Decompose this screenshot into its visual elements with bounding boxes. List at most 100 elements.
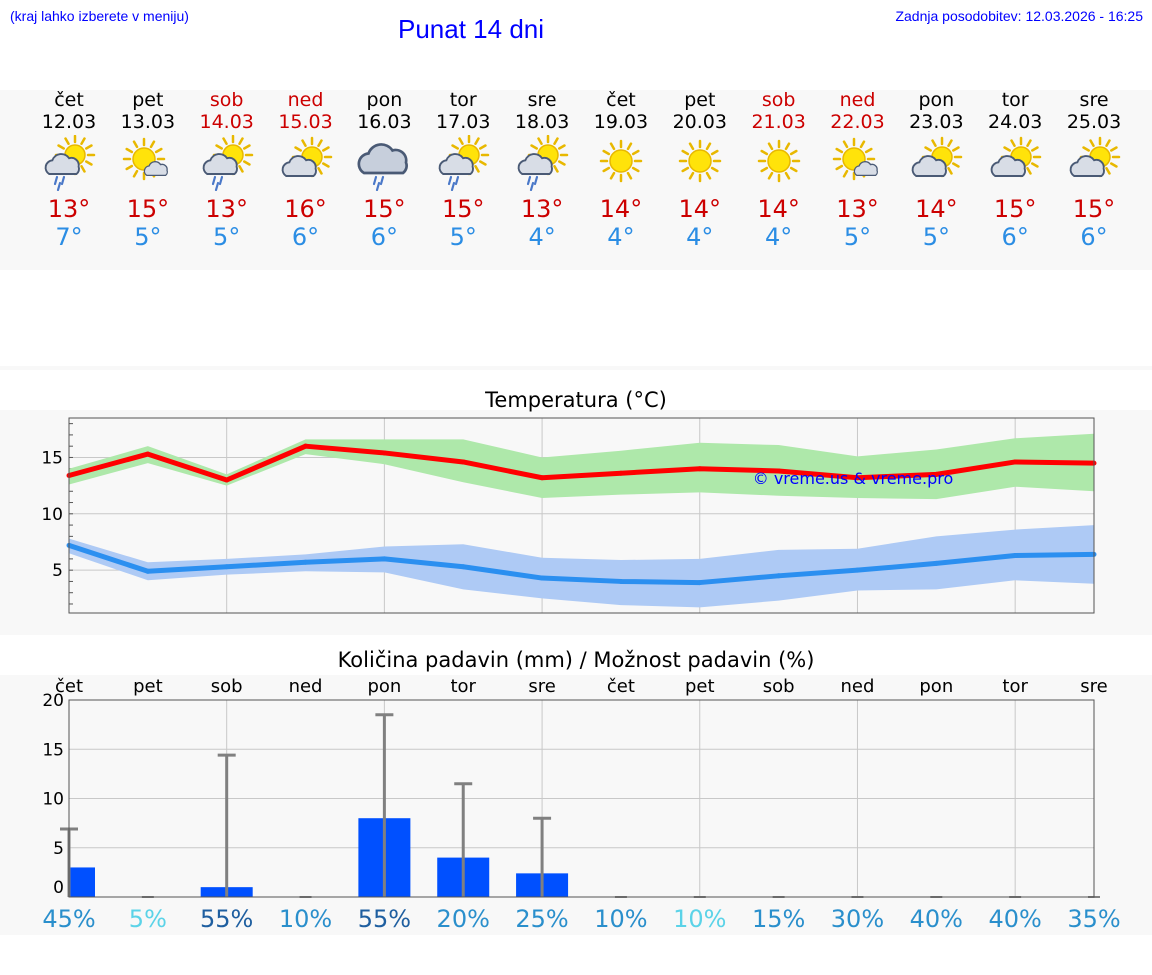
max-temperature-point [618, 470, 624, 476]
precipitation-probability: 35% [1067, 905, 1120, 933]
partly-cloudy-icon [281, 136, 332, 178]
max-temperature: 15° [126, 195, 170, 223]
forecast-strip [0, 90, 1152, 270]
day-forecast: sre 18.03 13° 4° [502, 89, 582, 251]
day-date: 18.03 [514, 111, 570, 133]
precipitation-probability: 25% [515, 905, 568, 933]
min-temperature-point [1012, 553, 1018, 559]
min-temperature: 4° [607, 223, 635, 251]
category-label: pet [133, 676, 163, 697]
partly-cloudy-rain-icon [438, 135, 490, 191]
max-temperature-line [68, 443, 1095, 483]
max-temperature-point [933, 471, 939, 477]
min-temperature: 4° [765, 223, 793, 251]
plot-frame [68, 699, 1095, 898]
y-tick-label: 5 [52, 561, 63, 581]
min-temperature: 5° [843, 223, 872, 251]
precipitation-bar [69, 867, 95, 897]
category-label: pon [919, 676, 953, 697]
partly-cloudy-rain-icon [517, 135, 569, 191]
day-name: čet [606, 89, 636, 111]
day-name: pet [132, 89, 164, 111]
day-date: 21.03 [751, 111, 806, 133]
day-name: ned [839, 89, 876, 111]
precipitation-probability: 55% [200, 905, 253, 933]
day-date: 12.03 [41, 111, 97, 133]
sun-icon [678, 139, 722, 183]
separator [0, 366, 1152, 370]
day-forecast: pon 23.03 14° 5° [896, 89, 976, 251]
precipitation-probability: 30% [831, 905, 884, 933]
min-temperature-point [303, 559, 309, 565]
day-date: 13.03 [120, 111, 176, 133]
day-name: čet [54, 89, 84, 111]
day-name: tor [1001, 89, 1029, 111]
precipitation-probability: 55% [358, 905, 411, 933]
max-temperature: 15° [1072, 195, 1116, 223]
max-temperature: 14° [678, 195, 722, 223]
max-temperature-point [224, 477, 230, 483]
category-label: sob [211, 676, 243, 697]
y-tick-label: 15 [42, 740, 64, 760]
min-temperature: 5° [134, 223, 162, 251]
day-name: pon [366, 89, 403, 111]
min-temperature-point [539, 575, 545, 581]
day-date: 16.03 [357, 111, 412, 133]
day-name: ned [287, 89, 324, 111]
category-label: sre [1080, 676, 1107, 697]
category-label: čet [55, 676, 83, 697]
watermark: © vreme.us & vreme.pro [753, 469, 954, 488]
day-date: 14.03 [199, 111, 254, 133]
min-temperature: 4° [528, 223, 556, 251]
max-temperature-point [381, 450, 387, 456]
day-date: 25.03 [1066, 111, 1122, 133]
max-temperature-point [1012, 459, 1018, 465]
min-temperature: 4° [686, 223, 714, 251]
category-label: tor [1002, 676, 1028, 697]
partly-cloudy-rain-icon [44, 135, 96, 191]
min-temperature-point [776, 573, 782, 579]
min-temperature-point [145, 568, 151, 574]
min-temperature: 6° [1080, 223, 1108, 251]
max-temperature: 15° [363, 195, 406, 223]
min-temperature: 5° [213, 223, 241, 251]
y-tick-label: 10 [42, 790, 64, 810]
y-tick-label: 5 [53, 839, 64, 859]
day-name: sre [1079, 89, 1109, 111]
max-temperature-point [460, 459, 466, 465]
max-temperature-point [539, 475, 545, 481]
page-title: Punat 14 dni [398, 14, 545, 44]
day-date: 20.03 [672, 111, 727, 133]
min-temperature-point [854, 567, 860, 573]
sun-icon [599, 139, 643, 183]
max-temperature: 14° [757, 195, 800, 223]
sunny-small-cloud-icon [122, 137, 168, 181]
day-forecast: pet 13.03 15° 5° [108, 89, 188, 251]
max-temperature: 15° [993, 195, 1037, 223]
category-label: pon [367, 676, 401, 697]
min-temperature-point [933, 560, 939, 566]
category-label: tor [450, 676, 476, 697]
max-temperature-point [776, 468, 782, 474]
max-temperature-point [854, 475, 860, 481]
day-date: 23.03 [909, 111, 964, 133]
day-forecast: tor 24.03 15° 6° [975, 89, 1055, 251]
category-label: pet [685, 676, 715, 697]
max-temperature-point [145, 451, 151, 457]
day-date: 24.03 [987, 111, 1043, 133]
day-name: sob [761, 89, 796, 111]
precipitation-chart-title: Količina padavin (mm) / Možnost padavin … [337, 648, 815, 672]
day-date: 15.03 [278, 111, 333, 133]
day-forecast: ned 15.03 16° 6° [266, 89, 346, 251]
category-label: čet [607, 676, 635, 697]
min-temperature-point [224, 564, 230, 570]
partly-cloudy-icon [990, 136, 1042, 178]
sunny-small-cloud-icon [832, 137, 878, 181]
day-forecast: tor 17.03 15° 5° [423, 89, 503, 251]
max-temperature: 13° [836, 195, 879, 223]
precipitation-probability: 20% [437, 905, 490, 933]
partly-cloudy-icon [1069, 136, 1121, 178]
precipitation-probability: 15% [752, 905, 805, 933]
precipitation-probability: 5% [129, 905, 167, 933]
